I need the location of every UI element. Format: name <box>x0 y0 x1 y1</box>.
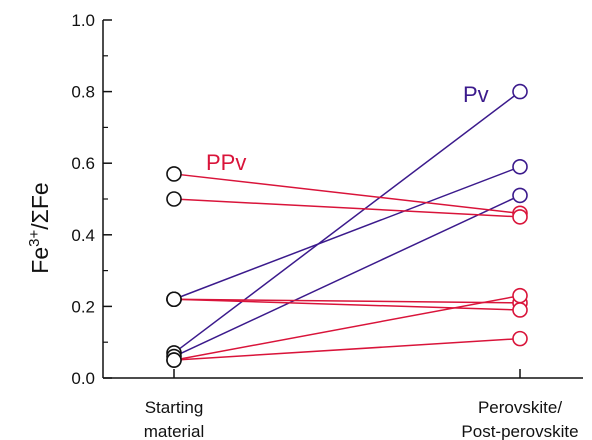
end-marker-pv <box>512 187 528 204</box>
y-tick-label: 0.4 <box>71 226 95 245</box>
start-marker-ppv <box>166 191 182 207</box>
end-marker-pv <box>512 83 528 100</box>
y-tick-label: 0.8 <box>71 83 95 102</box>
end-marker-ppv <box>512 330 528 347</box>
series-lines <box>173 91 521 361</box>
y-tick-label: 0.0 <box>71 369 95 388</box>
series-line-ppv <box>173 298 521 304</box>
series-line-ppv <box>173 294 521 361</box>
series-line-pv <box>173 194 521 358</box>
series-line-pv <box>173 166 521 300</box>
y-axis: 0.0 0.2 0.4 0.6 0.8 1.0 <box>71 11 112 388</box>
x-tick-label: Starting <box>145 398 204 417</box>
series-line-ppv <box>173 298 521 311</box>
y-tick-label: 1.0 <box>71 11 95 30</box>
series-labels: Pv PPv <box>206 82 489 175</box>
x-tick-label: material <box>144 422 204 440</box>
y-axis-title-main: Fe <box>27 247 53 274</box>
y-tick-label: 0.6 <box>71 154 95 173</box>
y-axis-title-tail: /ΣFe <box>27 182 53 229</box>
y-axis-title: Fe3+/ΣFe <box>26 182 53 273</box>
y-axis-title-sup: 3+ <box>26 230 43 247</box>
series-markers <box>166 83 528 368</box>
x-tick-label: Perovskite/ <box>478 398 562 417</box>
start-marker-ppv <box>166 291 182 308</box>
start-marker-ppv <box>166 166 182 182</box>
end-marker-ppv <box>512 209 528 225</box>
x-axis: Starting material Perovskite/Post-perovski… <box>144 369 579 440</box>
x-tick-label: Post-perovskite <box>461 422 578 440</box>
series-line-pv <box>173 91 521 354</box>
series-line-ppv <box>173 198 521 218</box>
end-marker-ppv <box>512 302 528 318</box>
end-marker-ppv <box>512 287 528 304</box>
series-line-ppv <box>173 337 521 361</box>
end-marker-pv <box>512 158 528 175</box>
series-label-ppv: PPv <box>206 150 246 175</box>
series-label-pv: Pv <box>463 82 489 107</box>
start-marker-ppv <box>166 352 182 368</box>
y-tick-label: 0.2 <box>71 297 95 316</box>
series-line-ppv <box>173 173 521 215</box>
